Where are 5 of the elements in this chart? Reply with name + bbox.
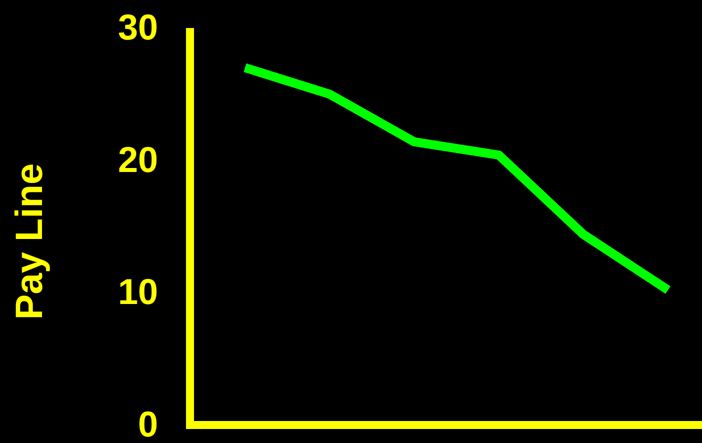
y-tick-label: 0 [138, 404, 158, 443]
y-tick-label: 20 [118, 138, 158, 180]
y-axis-title: Pay Line [9, 163, 51, 320]
y-tick-label: 30 [118, 6, 158, 48]
y-tick-label: 10 [118, 271, 158, 312]
